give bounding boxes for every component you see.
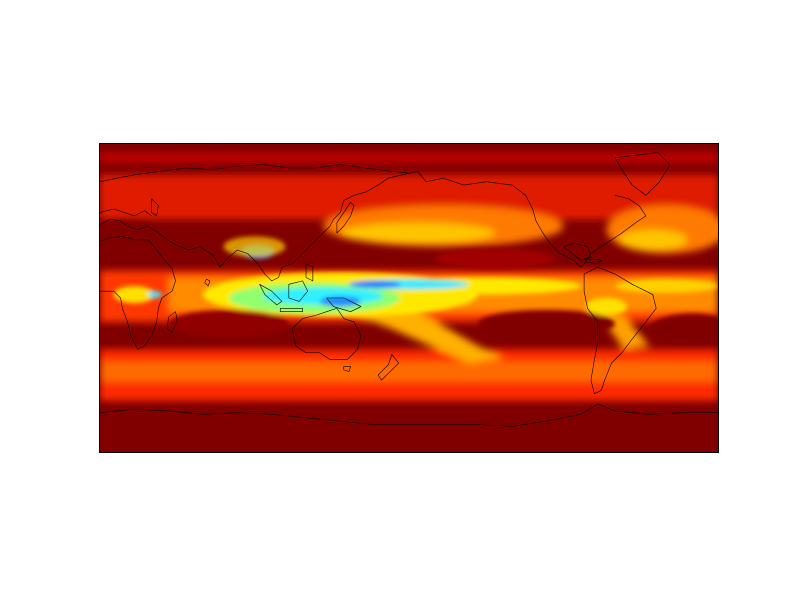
field-africa-cyan	[148, 291, 162, 298]
coast-eurasia	[100, 171, 427, 282]
field-natlantic-yellow	[618, 229, 688, 251]
field-africa-yellow	[113, 286, 155, 304]
coast-tasmania	[343, 366, 351, 372]
coast-new-guinea	[326, 297, 362, 312]
field-npacific-yellow	[340, 222, 495, 244]
coast-sumatra	[259, 284, 283, 306]
field-spcz	[331, 301, 504, 364]
coast-eurasia-north	[100, 164, 410, 182]
coast-new-zealand	[377, 354, 400, 381]
coast-gulf	[563, 242, 592, 261]
field-antarctica	[100, 409, 718, 452]
coast-caspian	[151, 198, 159, 217]
field-band-arctic	[100, 152, 718, 163]
field-pacific-itcz-blue	[348, 280, 401, 288]
field-epacific-dry	[477, 309, 615, 338]
coast-antarctica	[100, 403, 718, 427]
field-bengal-yellow	[223, 236, 286, 257]
coast-java	[279, 307, 303, 312]
coastlines	[100, 152, 718, 427]
coast-sri-lanka	[204, 278, 211, 287]
world-map	[100, 144, 718, 452]
coast-australia	[291, 307, 362, 360]
field-npacific-subtropic-dry	[434, 248, 555, 269]
map-frame	[99, 143, 719, 453]
coast-north-america	[426, 177, 647, 268]
coast-south-america	[583, 266, 657, 395]
coast-greenland	[614, 152, 671, 196]
coast-borneo	[288, 280, 309, 302]
field-satlantic-dry	[649, 313, 718, 345]
coast-japan	[336, 201, 355, 234]
field-sindian-dry	[168, 309, 289, 338]
field-arabia-dry	[142, 231, 212, 256]
coast-mediterranean	[100, 208, 152, 217]
field-atlantic-itcz-yellow	[615, 279, 718, 293]
coast-cuba	[585, 258, 602, 265]
coast-philippines	[305, 263, 314, 282]
field-band-south-orange	[100, 361, 718, 382]
field-warmpool-blue	[319, 296, 361, 307]
field-convection	[100, 221, 718, 452]
coast-africa	[100, 236, 176, 350]
field-samerica-yellow	[585, 298, 628, 316]
coast-madagascar	[166, 311, 178, 333]
